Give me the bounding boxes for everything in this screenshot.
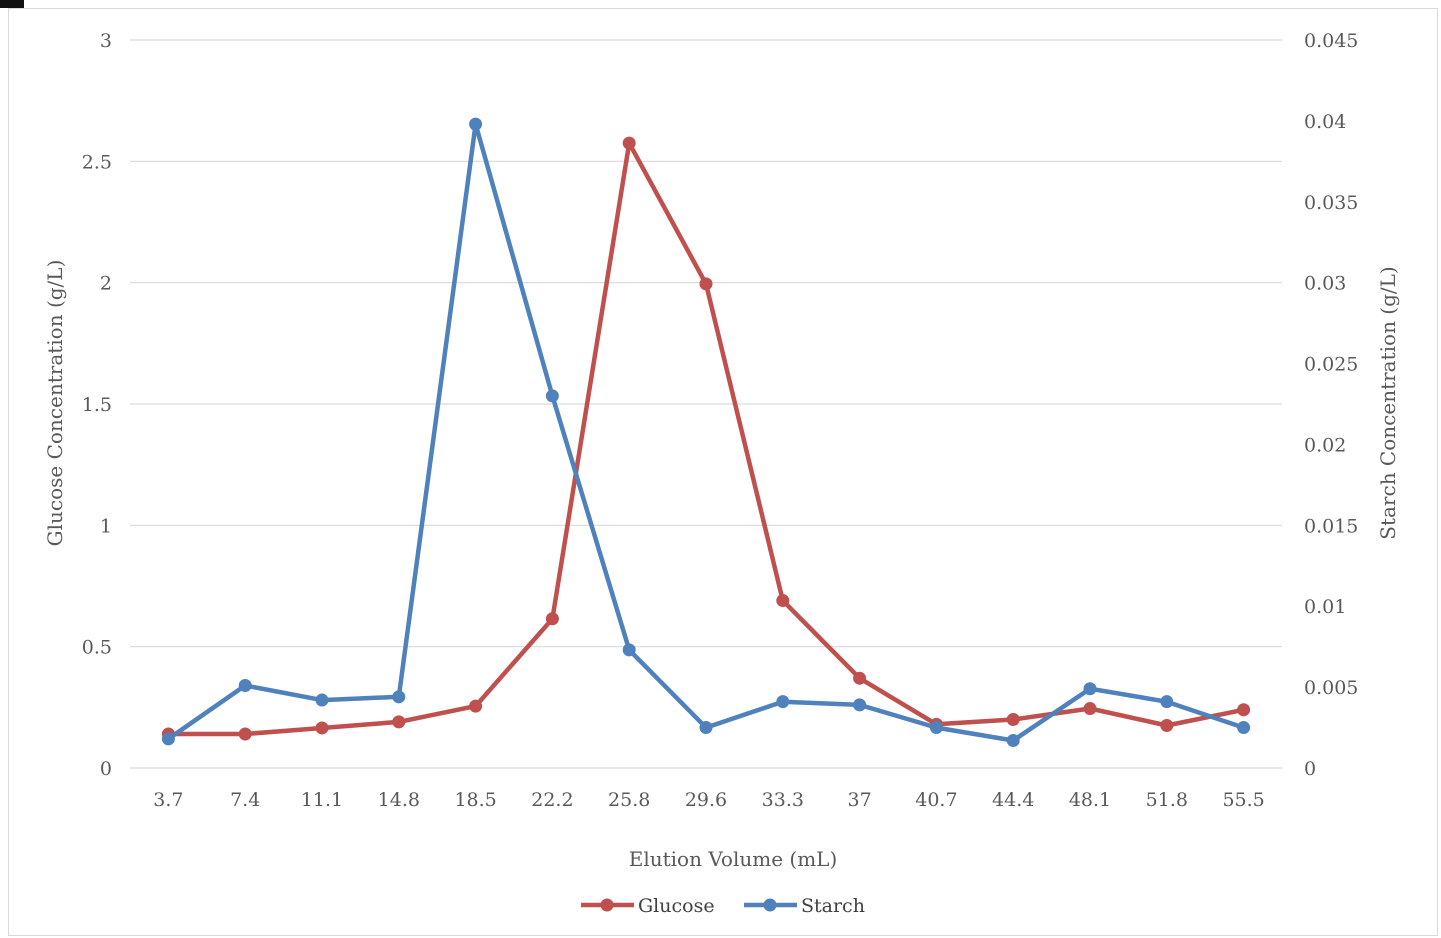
data-point-glucose [315, 721, 329, 735]
data-point-starch [545, 389, 559, 403]
x-tick-label: 40.7 [915, 789, 957, 811]
chart-frame [8, 8, 1438, 936]
left-tick-label: 1.5 [82, 394, 112, 416]
data-point-glucose [622, 136, 636, 150]
left-tick-label: 3 [100, 30, 112, 52]
legend-item-starch: Starch [744, 895, 865, 917]
data-point-starch [1237, 721, 1251, 735]
x-tick-label: 3.7 [153, 789, 183, 811]
left-tick-label: 0.5 [82, 637, 112, 659]
series-glucose [161, 136, 1251, 741]
data-point-starch [238, 678, 252, 692]
series-line-starch [166, 121, 1246, 743]
x-tick-label: 25.8 [608, 789, 650, 811]
left-axis-title: Glucose Concentration (g/L) [43, 260, 67, 547]
data-point-starch [161, 732, 175, 746]
data-point-starch [776, 695, 790, 709]
data-point-glucose [1006, 712, 1020, 726]
x-tick-label: 11.1 [301, 789, 343, 811]
data-point-glucose [1083, 702, 1097, 716]
x-tick-label: 29.6 [685, 789, 727, 811]
data-point-starch [469, 117, 483, 131]
series-line-glucose [166, 140, 1246, 737]
left-tick-label: 1 [100, 515, 112, 537]
gridlines [130, 39, 1282, 769]
x-tick-label: 51.8 [1146, 789, 1188, 811]
x-tick-label: 37 [848, 789, 872, 811]
x-tick-label: 44.4 [992, 789, 1034, 811]
data-point-glucose [853, 671, 867, 685]
x-tick-label: 55.5 [1222, 789, 1264, 811]
data-point-glucose [238, 727, 252, 741]
data-point-glucose [776, 594, 790, 608]
x-axis-ticks: 3.7 7.4 11.1 14.8 18.5 22.2 25.8 29.6 33.3 37 40.7… [153, 789, 1264, 811]
data-point-glucose [469, 699, 483, 713]
x-tick-label: 7.4 [230, 789, 260, 811]
right-tick-label: 0.045 [1304, 30, 1358, 52]
data-point-glucose [1237, 703, 1251, 717]
legend-label-starch: Starch [801, 895, 865, 917]
x-tick-label: 48.1 [1069, 789, 1111, 811]
left-axis-ticks: 0 0.5 1 1.5 2 2.5 3 [82, 30, 112, 780]
left-tick-label: 2 [100, 273, 112, 295]
series-starch [161, 117, 1251, 747]
x-tick-label: 22.2 [531, 789, 573, 811]
right-tick-label: 0 [1304, 758, 1316, 780]
right-tick-label: 0.035 [1304, 192, 1358, 214]
data-point-glucose [1160, 719, 1174, 733]
data-point-starch [699, 721, 713, 735]
x-tick-label: 14.8 [378, 789, 420, 811]
data-point-starch [929, 721, 943, 735]
data-point-glucose [699, 277, 713, 291]
x-axis-title: Elution Volume (mL) [629, 847, 838, 871]
legend: Glucose Starch [581, 895, 865, 917]
data-point-glucose [545, 612, 559, 626]
data-point-starch [1160, 695, 1174, 709]
right-axis-ticks: 0 0.005 0.01 0.015 0.02 0.025 0.03 0.035 0.04 0.0… [1304, 30, 1358, 780]
corner-mark [0, 0, 24, 8]
data-point-starch [315, 693, 329, 707]
left-tick-label: 0 [100, 758, 112, 780]
data-point-starch [392, 690, 406, 704]
right-tick-label: 0.03 [1304, 273, 1346, 295]
left-tick-label: 2.5 [82, 151, 112, 173]
right-tick-label: 0.025 [1304, 354, 1358, 376]
right-tick-label: 0.005 [1304, 677, 1358, 699]
data-point-starch [1006, 733, 1020, 747]
x-tick-label: 33.3 [762, 789, 804, 811]
data-point-glucose [392, 715, 406, 729]
right-tick-label: 0.015 [1304, 515, 1358, 537]
right-axis-title: Starch Concentration (g/L) [1376, 266, 1400, 539]
data-point-starch [622, 643, 636, 657]
series-layer [161, 117, 1251, 747]
right-tick-label: 0.02 [1304, 434, 1346, 456]
right-tick-label: 0.01 [1304, 596, 1346, 618]
right-tick-label: 0.04 [1304, 111, 1346, 133]
data-point-starch [853, 698, 867, 712]
data-point-starch [1083, 682, 1097, 696]
x-tick-label: 18.5 [454, 789, 496, 811]
legend-item-glucose: Glucose [581, 895, 715, 917]
legend-label-glucose: Glucose [638, 895, 715, 917]
